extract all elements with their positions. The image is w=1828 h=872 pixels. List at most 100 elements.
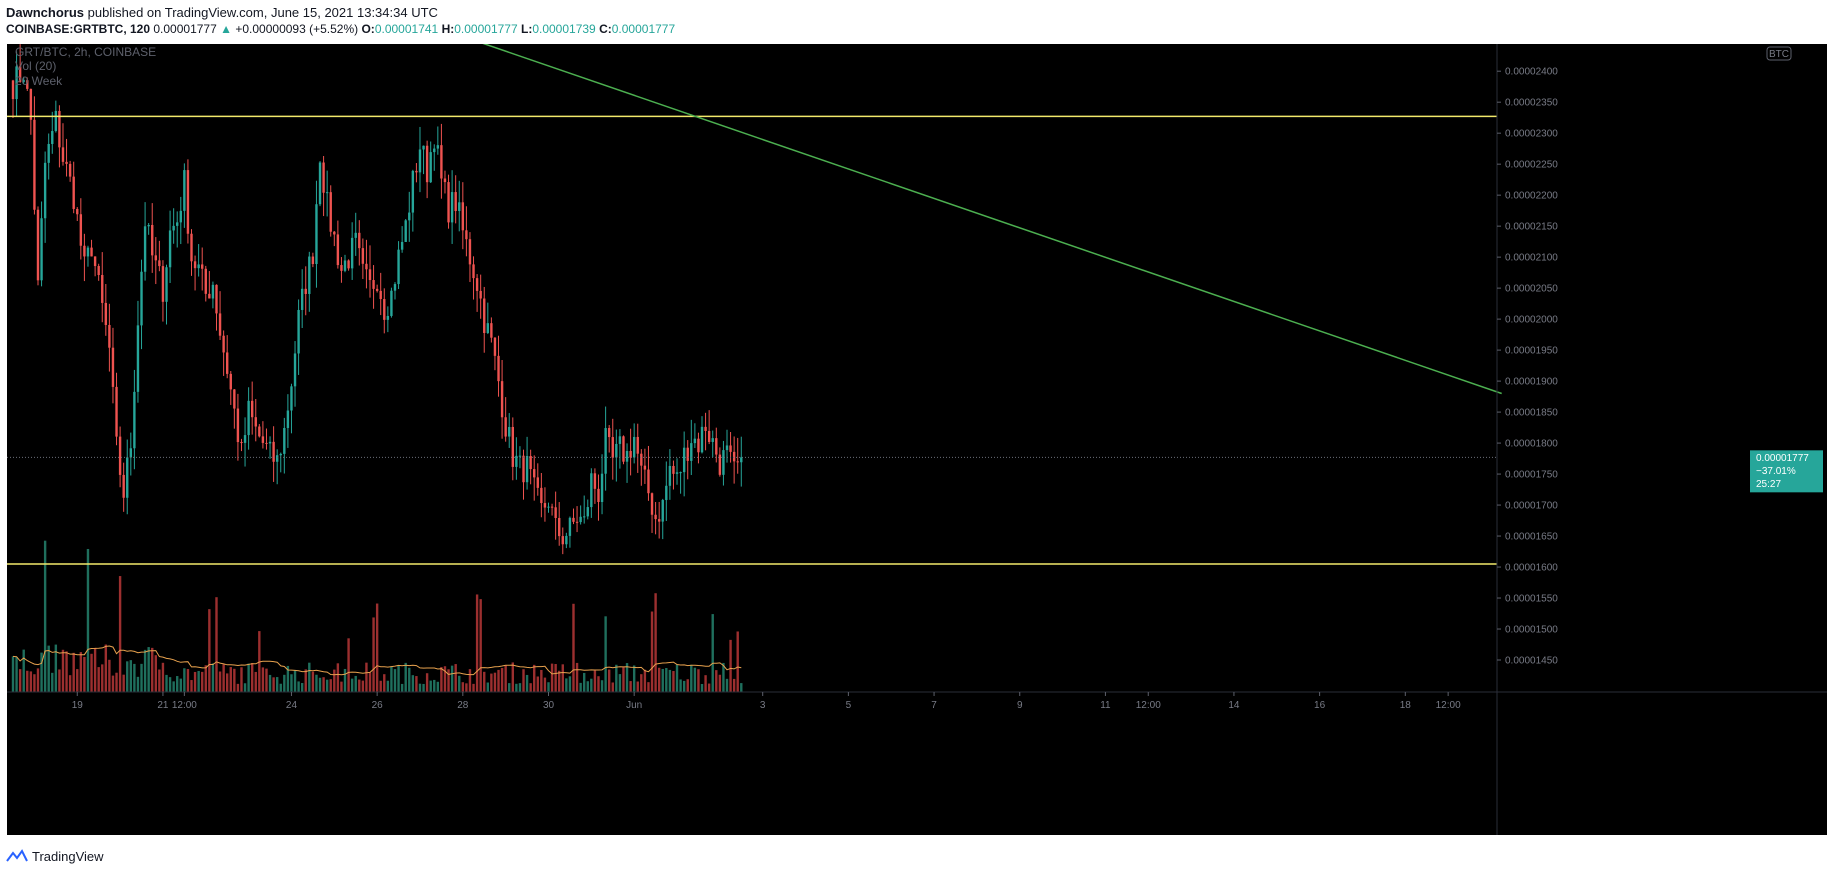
overlays-layer	[7, 44, 1502, 565]
volume-bar	[51, 672, 54, 692]
volume-bar	[704, 675, 707, 692]
volume-bar	[365, 662, 368, 692]
legend-volume[interactable]: Vol (20)	[15, 59, 56, 73]
candle-body	[725, 445, 729, 451]
volume-bar	[300, 683, 304, 692]
open-value: 0.00001741	[374, 22, 439, 36]
volume-bar	[447, 669, 450, 692]
axes-layer: 0.00001450 0.00001500 0.00001550 0.00001600…	[7, 44, 1827, 835]
candle-body	[707, 430, 711, 442]
candle-body	[600, 473, 604, 503]
volume-bar	[286, 665, 290, 692]
volume-bar	[293, 670, 297, 692]
volume-bar	[226, 673, 229, 692]
candle-body	[118, 436, 122, 475]
candle-body	[379, 290, 382, 300]
candle-body	[490, 323, 493, 338]
candle-body	[529, 455, 532, 470]
candle-body	[583, 516, 586, 518]
volume-bar	[500, 668, 504, 692]
candle-body	[672, 465, 675, 474]
volume-bar	[690, 664, 693, 692]
candle-body	[329, 192, 332, 232]
candle-body	[97, 266, 100, 276]
candle-body	[504, 417, 507, 437]
candle-body	[597, 488, 600, 503]
candle-body	[697, 438, 700, 453]
candle-body	[40, 218, 43, 281]
volume-bar	[215, 597, 218, 692]
volume-bar	[193, 671, 197, 692]
volume-bar	[275, 677, 279, 692]
time-tick-label: 7	[931, 700, 937, 711]
open-label: O:	[361, 22, 375, 36]
candle-body	[229, 373, 232, 390]
time-tick-label: 9	[1017, 700, 1023, 711]
candle-body	[575, 521, 579, 523]
volume-bar	[390, 666, 393, 692]
trendline	[482, 44, 1502, 395]
volume-bar	[211, 663, 215, 692]
volume-bar	[101, 664, 104, 692]
volume-bar	[54, 644, 58, 692]
volume-bar	[650, 611, 654, 692]
volume-bar	[90, 653, 93, 692]
candle-body	[308, 256, 311, 294]
volume-bar	[411, 675, 415, 692]
volume-bar	[618, 674, 622, 692]
candle-body	[126, 457, 129, 498]
candle-body	[675, 472, 679, 474]
price-tick-label: 0.00002350	[1505, 98, 1558, 109]
candle-body	[86, 247, 90, 257]
candle-body	[425, 145, 429, 183]
price-tick-label: 0.00001950	[1505, 346, 1558, 357]
candle-body	[657, 519, 661, 522]
volume-bar	[236, 683, 240, 692]
volume-bar	[668, 669, 672, 692]
volume-bar	[168, 677, 172, 692]
volume-bar	[711, 614, 714, 692]
volume-bar	[186, 669, 190, 692]
candle-body	[129, 448, 133, 458]
volume-bar	[607, 669, 611, 692]
candle-body	[640, 453, 643, 466]
volume-bar	[122, 674, 125, 692]
volume-bar	[647, 682, 650, 692]
price-chart[interactable]: 0.00001450 0.00001500 0.00001550 0.00001600…	[7, 44, 1827, 835]
candle-body	[265, 442, 268, 444]
candle-body	[226, 352, 229, 374]
candle-body	[318, 162, 322, 205]
candle-body	[740, 457, 743, 463]
volume-bar	[315, 674, 318, 692]
candle-body	[668, 465, 672, 486]
volume-bar	[558, 670, 561, 692]
candle-body	[365, 263, 368, 270]
time-tick-label: 3	[760, 700, 766, 711]
volume-bar	[311, 671, 315, 692]
tradingview-footer[interactable]: TradingView	[6, 846, 104, 866]
candle-body	[68, 163, 72, 177]
candle-body	[550, 506, 554, 508]
candle-body	[561, 536, 564, 545]
volume-bar	[740, 683, 743, 692]
author-name[interactable]: Dawnchorus	[6, 5, 85, 20]
volume-bar	[254, 671, 257, 692]
candle-body	[475, 278, 479, 291]
volume-bar	[83, 656, 86, 692]
candle-body	[722, 450, 725, 475]
price-tick-label: 0.00002100	[1505, 253, 1558, 264]
candle-body	[54, 110, 58, 132]
volume-bar	[425, 673, 429, 692]
candle-body	[400, 241, 404, 250]
legend-ma[interactable]: 20 Week	[15, 74, 63, 88]
candle-body	[79, 214, 83, 246]
volume-bar	[290, 674, 293, 692]
legend-symbol[interactable]: GRT/BTC, 2h, COINBASE	[15, 45, 156, 59]
candle-body	[158, 260, 161, 267]
candle-body	[650, 493, 654, 515]
volume-bar	[111, 675, 115, 692]
volume-bar	[261, 667, 265, 692]
candle-body	[704, 426, 707, 431]
volume-bar	[475, 594, 479, 692]
volume-bar	[118, 576, 122, 692]
